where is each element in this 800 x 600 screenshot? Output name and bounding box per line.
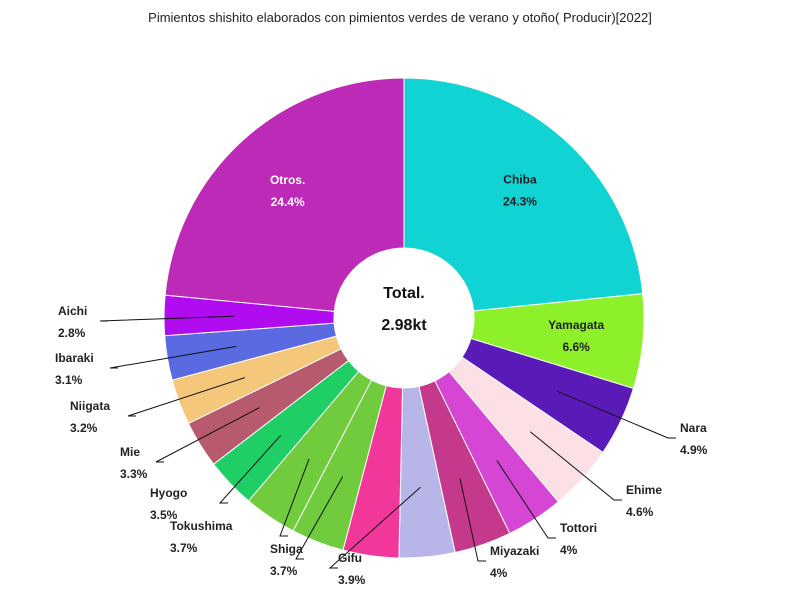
slice-label-yamagata: Yamagata — [548, 318, 604, 332]
leader-line-niigata — [127, 377, 245, 417]
slice-value-otros: 24.4% — [271, 195, 305, 209]
leader-line-mie — [155, 407, 260, 463]
slice-label-ibaraki: Ibaraki — [55, 351, 94, 365]
slice-label-tottori: Tottori — [560, 521, 597, 535]
donut-hole — [334, 248, 474, 388]
chart-title: Pimientos shishito elaborados con pimien… — [148, 10, 652, 25]
slice-label-tokushima: Tokushima — [170, 519, 233, 533]
slice-value-nara: 4.9% — [680, 443, 708, 457]
slice-labels: Chiba 24.3% Yamagata 6.6% Nara 4.9% Ehime 4.6% T… — [55, 173, 708, 587]
slice-value-ibaraki: 3.1% — [55, 373, 83, 387]
slice-value-ehime: 4.6% — [626, 505, 654, 519]
slice-label-mie: Mie — [120, 445, 140, 459]
slice-label-otros: Otros. — [270, 173, 305, 187]
slice-value-chiba: 24.3% — [503, 195, 537, 209]
leader-line-shiga — [295, 476, 344, 560]
leader-lines — [99, 315, 676, 569]
leader-line-tokushima — [279, 458, 310, 537]
slice-label-aichi: Aichi — [58, 304, 87, 318]
slice-label-gifu: Gifu — [338, 551, 362, 565]
leader-line-ehime — [529, 431, 622, 501]
slice-value-gifu: 3.9% — [338, 573, 366, 587]
slice-label-shiga: Shiga — [270, 542, 303, 556]
slice-value-hyogo: 3.5% — [150, 508, 178, 522]
leader-line-miyazaki — [459, 478, 486, 562]
donut-slices — [163, 77, 645, 559]
slice-label-ehime: Ehime — [626, 483, 662, 497]
slice-value-niigata: 3.2% — [70, 421, 98, 435]
slice-value-aichi: 2.8% — [58, 326, 86, 340]
leader-line-gifu — [328, 486, 421, 569]
slice-label-nara: Nara — [680, 421, 707, 435]
leader-line-hyogo — [218, 434, 282, 504]
slice-label-chiba: Chiba — [503, 173, 537, 187]
slice-value-shiga: 3.7% — [270, 564, 298, 578]
slice-label-miyazaki: Miyazaki — [490, 544, 539, 558]
center-value: 2.98kt — [381, 317, 427, 334]
slice-label-niigata: Niigata — [70, 399, 110, 413]
leader-line-tottori — [496, 460, 556, 539]
leader-line-aichi — [99, 315, 235, 322]
leader-line-nara — [557, 390, 676, 439]
slice-label-hyogo: Hyogo — [150, 486, 187, 500]
slice-value-tokushima: 3.7% — [170, 541, 198, 555]
center-label: Total. — [383, 285, 424, 302]
slice-value-mie: 3.3% — [120, 467, 148, 481]
slice-value-miyazaki: 4% — [490, 566, 508, 580]
slice-value-tottori: 4% — [560, 543, 578, 557]
slice-value-yamagata: 6.6% — [562, 340, 590, 354]
leader-line-ibaraki — [109, 345, 237, 369]
